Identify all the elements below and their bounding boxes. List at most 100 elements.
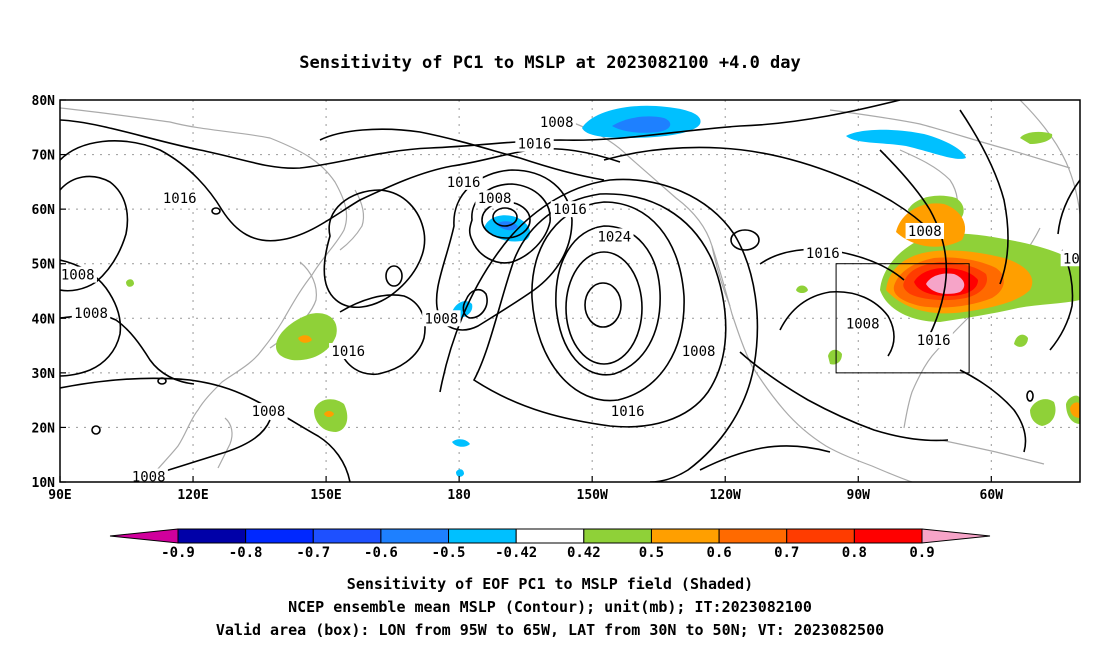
contour-label: 1016: [553, 202, 587, 218]
contour-label-background: [550, 201, 590, 218]
longitude-tick-label: 60W: [980, 488, 1004, 503]
mslp-contour: [879, 149, 948, 347]
positive-region-small-west: [126, 279, 134, 287]
mslp-contour: [779, 290, 895, 357]
colorbar: -0.9 -0.8 -0.7 -0.6 -0.5 -0.42 0.42 0.5 0.6 0.7 0.…: [109, 528, 991, 561]
contour-label-background: [129, 468, 168, 482]
colorbar-label: -0.8: [229, 545, 263, 561]
mslp-contour: [492, 207, 518, 227]
longitude-tick-label: 120W: [710, 488, 741, 503]
latitude-tick-label: 60N: [32, 203, 56, 218]
contour-label: 1016: [447, 175, 481, 191]
mslp-contour: [60, 100, 901, 170]
contour-label-background: [905, 222, 944, 239]
colorbar-label: -0.5: [432, 545, 466, 561]
colorbar-swatch: [312, 528, 382, 544]
mslp-contour: [468, 183, 551, 264]
negative-region-tropical-dot-1: [452, 439, 470, 447]
latitude-tick-labels: 80N 70N 60N 50N 40N 30N 20N 10N: [32, 94, 66, 491]
colorbar-swatch: [786, 528, 855, 544]
mslp-contour: [319, 128, 605, 181]
mslp-contour: [60, 377, 351, 482]
contour-label: 1008: [846, 317, 880, 333]
contour-label: 1024: [597, 229, 631, 245]
colorbar-label: 0.42: [567, 545, 601, 561]
mslp-contour: [603, 146, 935, 235]
contour-label: 1008: [540, 115, 574, 131]
positive-region-atlantic-3: [1014, 334, 1028, 347]
contour-label-background: [914, 332, 953, 349]
colorbar-swatch: [177, 528, 247, 544]
colorbar-label: -0.9: [161, 545, 195, 561]
positive-region-atlantic-1: [1030, 399, 1056, 426]
colorbar-swatch: [853, 528, 923, 544]
contour-label-background: [444, 173, 483, 190]
colorbar-swatch: [448, 528, 517, 544]
contour-label-background: [475, 190, 514, 207]
contour-label: 1016: [806, 246, 840, 262]
positive-region-tropical-pacific-core: [324, 411, 334, 417]
contour-label: 1008: [74, 306, 108, 322]
colorbar-label: 0.5: [639, 545, 664, 561]
mslp-contour: [385, 265, 403, 287]
alaska-coastline: [559, 117, 731, 307]
valid-area-box: [835, 263, 970, 374]
positive-region-midwest: [796, 285, 808, 293]
colorbar-swatch: [245, 528, 314, 544]
mslp-contour: [323, 189, 426, 308]
longitude-tick-labels: 90E 120E 150E 180 150W 120W 90W 60W: [48, 476, 1003, 503]
colorbar-swatch: [718, 528, 788, 544]
mslp-contour: [157, 377, 167, 385]
colorbar-label: 0.9: [909, 545, 934, 561]
longitude-tick-label: 150E: [310, 488, 341, 503]
positive-region-greenland: [1020, 131, 1053, 144]
colorbar-low-extension: [109, 528, 179, 544]
mslp-contour: [565, 251, 643, 365]
negative-region-tropical-dot-2: [456, 469, 464, 477]
contour-label: 1008: [252, 404, 286, 420]
colorbar-label: 0.7: [774, 545, 799, 561]
colorbar-swatch: [380, 528, 450, 544]
mslp-contour: [699, 445, 831, 471]
contour-label: 1016: [917, 333, 951, 349]
positive-region-japan-core: [298, 335, 312, 343]
arctic-islands-coastline: [829, 109, 1071, 169]
mslp-contour: [211, 207, 221, 215]
positive-region-atlantic-2-core: [1070, 402, 1080, 418]
map-frame: [59, 99, 1081, 483]
mslp-contour: [959, 109, 1009, 285]
contour-label-background: [1060, 250, 1080, 267]
colorbar-label: -0.42: [495, 545, 537, 561]
contour-label-background: [595, 228, 634, 245]
colorbar-label: -0.7: [296, 545, 330, 561]
contour-label-background: [843, 315, 882, 332]
contour-label: 1016: [611, 404, 645, 420]
contour-label-background: [329, 343, 368, 360]
caption-line-1: Sensitivity of EOF PC1 to MSLP field (Sh…: [347, 575, 753, 593]
mslp-contour: [472, 193, 727, 428]
caption-line-3: Valid area (box): LON from 95W to 65W, L…: [216, 621, 884, 639]
contour-label-background: [249, 403, 288, 420]
mslp-contour: [584, 282, 622, 328]
latitude-tick-label: 80N: [32, 94, 56, 109]
longitude-tick-label: 90E: [48, 488, 71, 503]
contour-labels: 1008 1016 1016 1008 1016 1024 1016 1008 1008 1008…: [60, 113, 1080, 482]
contour-label-background: [160, 190, 199, 207]
positive-region-florida: [828, 349, 842, 365]
caption-line-2: NCEP ensemble mean MSLP (Contour); unit(…: [288, 598, 812, 616]
asia-coastline: [60, 107, 348, 479]
contour-label-background: [71, 304, 111, 321]
contour-label: 1008: [61, 268, 95, 284]
latitude-tick-label: 40N: [32, 312, 56, 327]
figure-title: Sensitivity of PC1 to MSLP at 2023082100…: [299, 53, 801, 73]
colorbar-high-extension: [921, 528, 991, 544]
contour-label: 1016: [331, 344, 365, 360]
contour-label-background: [803, 244, 842, 261]
greenland-coastline: [1019, 100, 1080, 215]
mslp-contour: [555, 225, 661, 376]
mslp-contour: [1026, 390, 1034, 402]
colorbar-swatch: [583, 528, 652, 544]
contour-label: 1008: [682, 344, 716, 360]
contour-label-background: [537, 113, 576, 130]
